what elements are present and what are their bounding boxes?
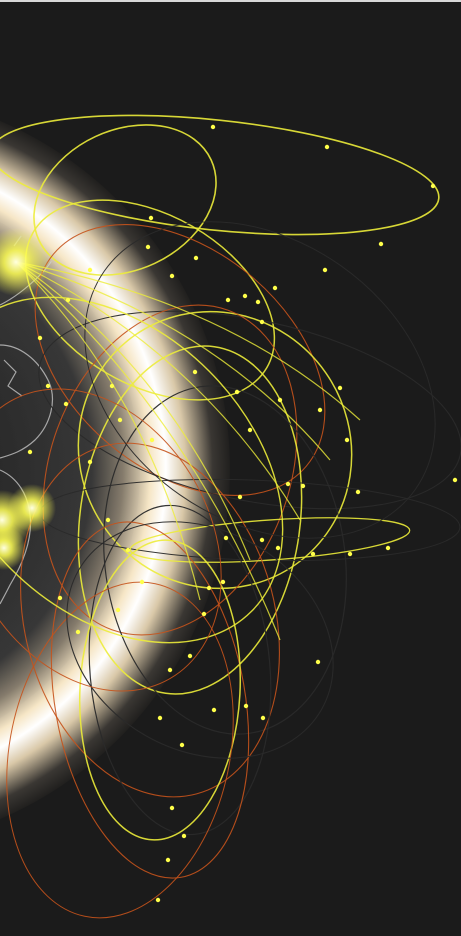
orbit-paths <box>0 114 461 919</box>
orbit-node <box>285 481 291 487</box>
orbit-node <box>344 437 350 443</box>
glow-hub-upper <box>0 228 50 296</box>
orbit-node <box>87 267 93 273</box>
orbit-ellipse <box>78 539 242 841</box>
orbit-node <box>452 477 458 483</box>
glow-hub-bottom <box>0 526 26 570</box>
orbit-ellipse <box>103 385 347 735</box>
orbit-node <box>355 489 361 495</box>
orbit-ellipse <box>66 521 334 759</box>
orbit-node <box>187 653 193 659</box>
orbit-node <box>37 335 43 341</box>
orbit-node <box>75 629 81 635</box>
orbit-node <box>242 293 248 299</box>
orbit-node <box>125 547 131 553</box>
orbit-node <box>65 297 71 303</box>
orbit-ray <box>15 261 361 421</box>
orbit-node <box>87 459 93 465</box>
orbit-node <box>337 385 343 391</box>
glow-hubs <box>0 228 56 570</box>
orbit-ray <box>15 261 331 461</box>
orbit-node <box>272 285 278 291</box>
orbit-ellipse <box>77 345 303 695</box>
orbit-node <box>430 183 436 189</box>
orbit-ellipse <box>6 581 234 919</box>
orbit-node <box>145 244 151 250</box>
orbit-node <box>260 715 266 721</box>
orbit-ellipse <box>38 310 461 510</box>
orbit-node <box>149 437 155 443</box>
orbit-node <box>243 703 249 709</box>
orbit-node <box>310 551 316 557</box>
orbit-ray <box>15 261 201 601</box>
orbit-node <box>165 857 171 863</box>
orbit-ellipse <box>24 199 276 401</box>
orbit-ray <box>15 261 301 521</box>
orbit-node <box>157 715 163 721</box>
orbit-node <box>259 319 265 325</box>
orbit-node <box>223 535 229 541</box>
orbit-node <box>234 389 240 395</box>
orbit-ellipse <box>50 521 250 879</box>
orbit-node <box>57 595 63 601</box>
orbit-node <box>206 585 212 591</box>
orbit-node <box>115 607 121 613</box>
orbit-node <box>201 611 207 617</box>
orbit-node <box>347 551 353 557</box>
orbit-node <box>225 297 231 303</box>
orbit-ellipse <box>0 296 284 644</box>
orbit-node <box>181 833 187 839</box>
orbit-ray <box>15 261 281 641</box>
orbit-node <box>378 241 384 247</box>
top-edge-line <box>0 0 461 2</box>
orbit-node <box>275 545 281 551</box>
orbit-node <box>220 579 226 585</box>
orbit-node <box>27 449 33 455</box>
orbit-node <box>322 267 328 273</box>
orbit-node <box>259 537 265 543</box>
orbit-node <box>192 369 198 375</box>
orbit-node <box>105 517 111 523</box>
orbit-ellipse <box>42 304 298 636</box>
orbit-node <box>169 805 175 811</box>
orbit-node <box>148 215 154 221</box>
orbit-ellipse <box>0 114 440 236</box>
orbit-node <box>317 407 323 413</box>
orbit-node <box>255 299 261 305</box>
orbit-nodes <box>27 124 458 903</box>
orbit-ray <box>15 261 251 561</box>
orbit-node <box>45 383 51 389</box>
orbit-node <box>210 124 216 130</box>
orbit-node <box>179 742 185 748</box>
orbit-node <box>155 897 161 903</box>
orbit-node <box>385 545 391 551</box>
orbit-node <box>139 579 145 585</box>
orbit-ellipse <box>0 388 222 692</box>
orbit-node <box>167 667 173 673</box>
orbit-node <box>109 383 115 389</box>
orbit-node <box>315 659 321 665</box>
orbit-node <box>237 494 243 500</box>
continent-mid <box>0 344 54 459</box>
orbit-node <box>169 273 175 279</box>
orbit-node <box>324 144 330 150</box>
globe-shadow <box>0 221 140 719</box>
orbit-node <box>63 401 69 407</box>
orbit-ellipse <box>129 517 411 563</box>
orbit-node <box>211 707 217 713</box>
orbit-node <box>277 397 283 403</box>
orbit-node <box>117 417 123 423</box>
orbit-node <box>300 483 306 489</box>
orbit-node <box>247 427 253 433</box>
orbit-ellipse <box>84 221 436 539</box>
orbit-node <box>193 255 199 261</box>
orbit-ellipse <box>88 504 272 836</box>
